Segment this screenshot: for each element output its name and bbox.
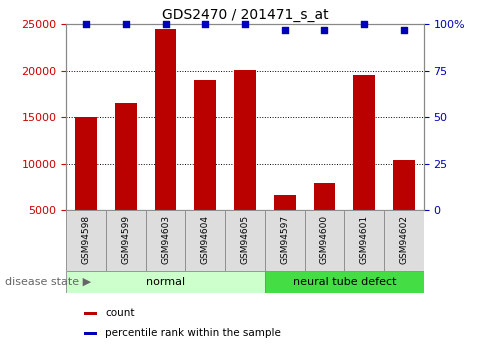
Point bbox=[360, 21, 368, 27]
FancyBboxPatch shape bbox=[146, 210, 185, 271]
Text: GSM94597: GSM94597 bbox=[280, 215, 289, 264]
FancyBboxPatch shape bbox=[265, 210, 305, 271]
Point bbox=[281, 27, 289, 32]
Bar bbox=[234, 70, 256, 257]
Text: percentile rank within the sample: percentile rank within the sample bbox=[105, 328, 281, 338]
FancyBboxPatch shape bbox=[66, 210, 106, 271]
FancyBboxPatch shape bbox=[384, 210, 424, 271]
Bar bbox=[66, 271, 265, 293]
Text: GSM94599: GSM94599 bbox=[121, 215, 130, 264]
Bar bbox=[154, 29, 176, 257]
FancyBboxPatch shape bbox=[344, 210, 384, 271]
Text: count: count bbox=[105, 308, 135, 318]
Bar bbox=[274, 195, 295, 257]
Point bbox=[82, 21, 90, 27]
Bar bbox=[265, 271, 424, 293]
FancyBboxPatch shape bbox=[305, 210, 344, 271]
Text: GSM94601: GSM94601 bbox=[360, 215, 369, 264]
Point bbox=[122, 21, 130, 27]
Bar bbox=[195, 80, 216, 257]
Text: disease state ▶: disease state ▶ bbox=[5, 277, 91, 287]
Point bbox=[162, 21, 170, 27]
FancyBboxPatch shape bbox=[106, 210, 146, 271]
Text: GSM94605: GSM94605 bbox=[241, 215, 249, 264]
Bar bbox=[84, 332, 97, 335]
FancyBboxPatch shape bbox=[185, 210, 225, 271]
Point bbox=[201, 21, 209, 27]
Point bbox=[400, 27, 408, 32]
FancyBboxPatch shape bbox=[225, 210, 265, 271]
Text: GSM94600: GSM94600 bbox=[320, 215, 329, 264]
Bar bbox=[314, 184, 336, 257]
Bar bbox=[353, 75, 375, 257]
Bar bbox=[75, 117, 97, 257]
Title: GDS2470 / 201471_s_at: GDS2470 / 201471_s_at bbox=[162, 8, 328, 22]
Point bbox=[320, 27, 328, 32]
Bar bbox=[84, 312, 97, 315]
Point bbox=[241, 21, 249, 27]
Text: GSM94602: GSM94602 bbox=[399, 215, 409, 264]
Bar bbox=[115, 104, 137, 257]
Bar bbox=[393, 160, 415, 257]
Text: GSM94604: GSM94604 bbox=[201, 215, 210, 264]
Text: neural tube defect: neural tube defect bbox=[293, 277, 396, 287]
Text: GSM94598: GSM94598 bbox=[81, 215, 91, 264]
Text: GSM94603: GSM94603 bbox=[161, 215, 170, 264]
Text: normal: normal bbox=[146, 277, 185, 287]
